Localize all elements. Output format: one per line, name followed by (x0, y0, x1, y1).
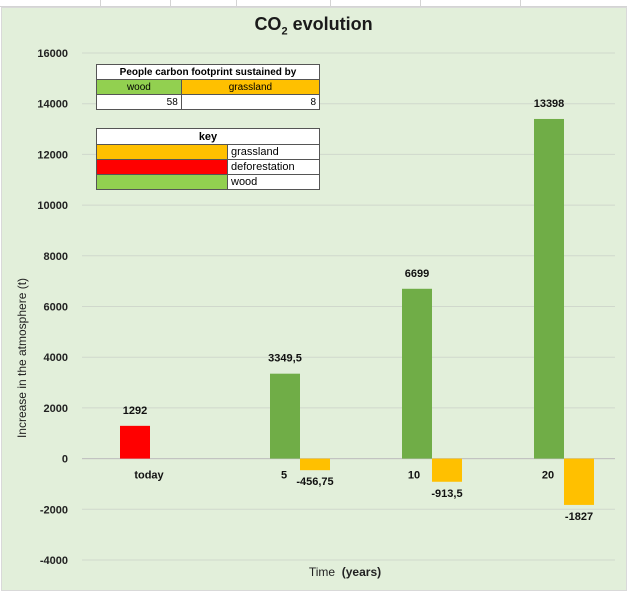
key-table: key grassland deforestation wood (96, 128, 320, 190)
y-tick-label: 8000 (44, 251, 68, 263)
key-swatch-grassland (96, 144, 228, 160)
bar (402, 288, 432, 459)
footprint-wood-value: 58 (96, 94, 182, 110)
x-tick-label: 5 (281, 470, 287, 482)
footprint-table-header: People carbon footprint sustained by (96, 64, 320, 80)
x-tick-label: today (134, 470, 164, 482)
key-swatch-deforestation (96, 159, 228, 175)
x-tick-label: 20 (542, 470, 554, 482)
y-tick-label: 4000 (44, 352, 68, 364)
bar (120, 425, 150, 459)
data-label: 6699 (405, 268, 429, 280)
data-label: 13398 (534, 98, 565, 110)
bar (564, 458, 594, 505)
footprint-wood-header: wood (96, 79, 182, 95)
data-label: 1292 (123, 405, 147, 417)
key-label-deforestation: deforestation (227, 159, 320, 175)
key-label-grassland: grassland (227, 144, 320, 160)
data-label: 3349,5 (268, 353, 302, 365)
key-label-wood: wood (227, 174, 320, 190)
bar (534, 118, 564, 459)
y-tick-label: 6000 (44, 302, 68, 314)
y-tick-label: 12000 (37, 149, 68, 161)
bar (432, 458, 462, 482)
carbon-footprint-table: People carbon footprint sustained by woo… (96, 64, 321, 110)
key-swatch-wood (96, 174, 228, 190)
bar (300, 458, 330, 471)
chart-title: CO2 evolution (254, 14, 373, 38)
y-tick-label: 10000 (37, 200, 68, 212)
y-tick-label: 0 (62, 454, 68, 466)
spreadsheet-grid-strip (0, 0, 627, 7)
y-tick-label: 16000 (37, 48, 68, 60)
data-label: -1827 (565, 511, 593, 523)
y-tick-label: -4000 (40, 555, 68, 567)
data-label: -456,75 (296, 476, 333, 488)
data-label: -913,5 (431, 488, 462, 500)
x-axis-label: Time (years) (308, 565, 382, 579)
x-tick-label: 10 (408, 470, 420, 482)
footprint-grassland-value: 8 (180, 94, 321, 110)
y-tick-label: 14000 (37, 99, 68, 111)
footprint-grassland-header: grassland (180, 79, 321, 95)
bar (270, 373, 300, 459)
key-table-header: key (96, 128, 320, 145)
y-tick-label: -2000 (40, 504, 68, 516)
y-tick-label: 2000 (44, 403, 68, 415)
